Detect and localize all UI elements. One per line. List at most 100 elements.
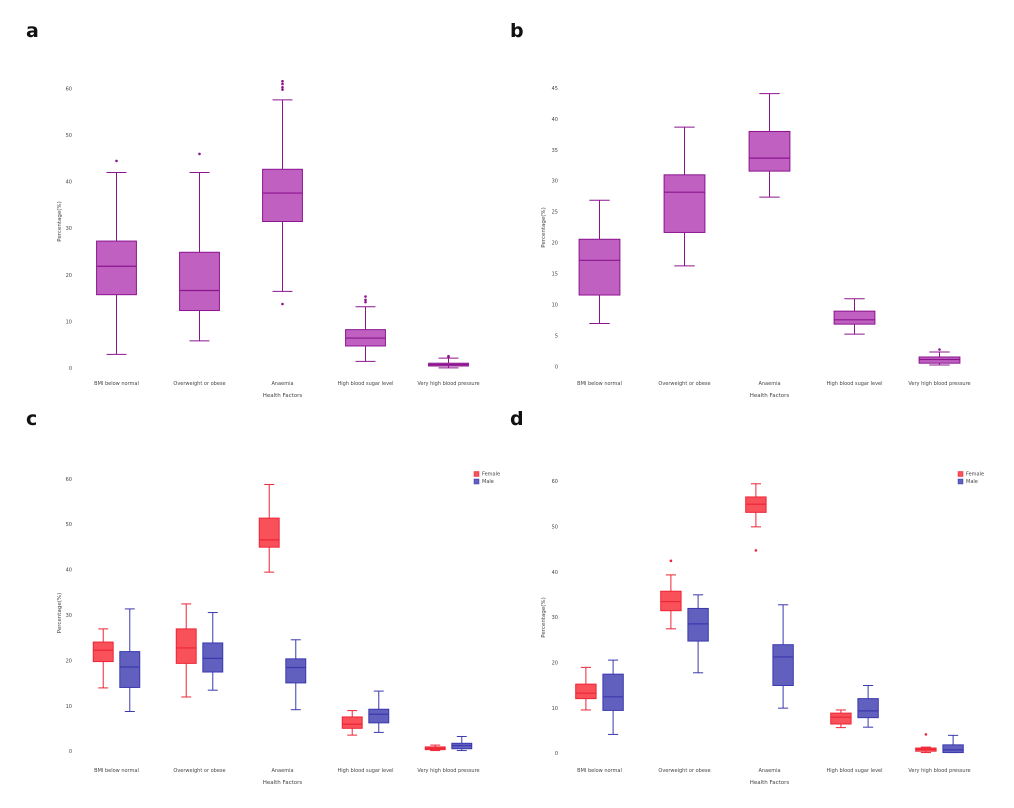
y-tick-label: 35 [552, 148, 558, 154]
chart-panel-c: 0 10 20 30 40 50 60 Percentage(%) BMI below norm… [57, 471, 500, 786]
y-tick-label: 40 [66, 180, 72, 186]
box-4 [918, 348, 961, 366]
y-tick-label: 50 [66, 522, 72, 528]
x-tick-label: BMI below normal [577, 768, 622, 774]
outlier-point [938, 348, 941, 351]
iqr-box [96, 240, 137, 296]
box-female-4 [915, 733, 937, 754]
y-tick-label: 5 [555, 334, 558, 340]
y-tick-label: 60 [66, 86, 72, 92]
box-male-2 [285, 639, 307, 711]
y-tick-label: 0 [555, 751, 558, 757]
y-tick-label: 40 [552, 117, 558, 123]
legend-label: Female [966, 472, 984, 478]
y-tick-label: 20 [552, 241, 558, 247]
legend-swatch [957, 471, 964, 477]
legend-label: Female [482, 472, 500, 478]
outlier-point [115, 159, 118, 163]
box-male-1 [687, 594, 709, 674]
outlier-point [198, 152, 201, 156]
outlier-point [754, 549, 758, 552]
panel-letter-d: d [510, 408, 524, 430]
box-female-1 [660, 559, 682, 630]
y-tick-label: 60 [552, 479, 558, 485]
x-axis-label: Health Factors [263, 393, 303, 399]
chart-panel-a: 0 10 20 30 40 50 60 Percentage(%) BMI below norm… [57, 79, 480, 399]
outlier-point [364, 300, 367, 304]
iqr-box [175, 628, 197, 664]
box-0 [96, 159, 137, 355]
iqr-box [341, 716, 363, 729]
box-female-2 [745, 483, 767, 552]
box-female-1 [175, 603, 197, 698]
iqr-box [833, 310, 876, 325]
box-3 [345, 295, 386, 362]
outlier-point [924, 733, 928, 736]
legend-swatch [473, 471, 480, 477]
legend-swatch [957, 478, 964, 485]
y-tick-label: 15 [552, 272, 558, 278]
iqr-box [578, 238, 621, 296]
y-tick-label: 25 [552, 210, 558, 216]
panel-letter-c: c [26, 408, 38, 430]
legend-swatch [473, 478, 480, 485]
y-tick-label: 40 [552, 570, 558, 576]
panel-letter-b: b [510, 20, 524, 42]
x-axis-label: Health Factors [750, 780, 790, 786]
box-male-2 [772, 604, 794, 709]
y-tick-label: 30 [552, 179, 558, 185]
legend-label: Male [966, 479, 978, 485]
iqr-box [368, 708, 390, 724]
x-tick-label: Very high blood pressure [417, 768, 479, 774]
x-tick-label: Very high blood pressure [908, 381, 970, 387]
iqr-box [663, 174, 706, 233]
outlier-point [364, 295, 367, 298]
iqr-box [748, 130, 791, 172]
outlier-point [281, 79, 284, 83]
x-tick-label: High blood sugar level [337, 381, 393, 387]
box-male-4 [942, 734, 964, 754]
box-0 [578, 199, 621, 325]
legend-label: Male [482, 479, 494, 485]
chart-panel-d: 0 10 20 30 40 50 60 Percentage(%) BMI below norm… [541, 471, 984, 786]
iqr-box [575, 683, 597, 700]
x-tick-label: BMI below normal [94, 381, 139, 387]
box-1 [179, 152, 220, 342]
outlier-point [364, 298, 367, 302]
y-axis-label: Percentage(%) [541, 597, 547, 637]
x-tick-label: High blood sugar level [826, 768, 882, 774]
y-tick-label: 30 [66, 613, 72, 619]
x-tick-label: High blood sugar level [826, 381, 882, 387]
box-4 [428, 354, 469, 369]
y-tick-label: 10 [552, 303, 558, 309]
iqr-box [918, 356, 961, 364]
x-tick-label: BMI below normal [577, 381, 622, 387]
y-tick-label: 20 [552, 661, 558, 667]
iqr-box [92, 641, 114, 663]
y-tick-label: 30 [66, 226, 72, 232]
iqr-box [687, 607, 709, 642]
y-axis-label: Percentage(%) [57, 593, 63, 633]
outlier-point [281, 85, 284, 89]
y-tick-label: 50 [66, 133, 72, 139]
outlier-point [281, 88, 284, 91]
iqr-box [179, 251, 220, 312]
y-tick-label: 20 [66, 658, 72, 664]
iqr-box [660, 590, 682, 612]
y-tick-label: 50 [552, 525, 558, 531]
box-female-3 [830, 709, 852, 729]
iqr-box [772, 644, 794, 686]
iqr-box [202, 642, 224, 673]
x-tick-label: Anaemia [758, 381, 780, 387]
y-tick-label: 30 [552, 615, 558, 621]
iqr-box [258, 517, 280, 548]
outlier-point [281, 302, 284, 306]
chart-panel-b: 0 5 10 15 20 25 30 35 40 45 Percentage(%) BMI below… [541, 86, 971, 399]
outlier-point [669, 559, 673, 563]
box-female-0 [92, 628, 114, 689]
x-tick-label: High blood sugar level [337, 768, 393, 774]
box-female-3 [341, 710, 363, 736]
iqr-box [942, 744, 964, 754]
